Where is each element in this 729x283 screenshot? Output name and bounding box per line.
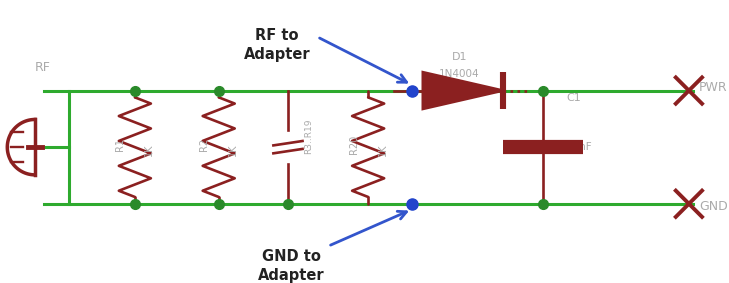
Text: GND: GND <box>699 200 728 213</box>
Text: 1K: 1K <box>144 144 155 156</box>
Text: PWR: PWR <box>699 81 728 94</box>
Text: R2: R2 <box>199 138 209 151</box>
Text: 1K: 1K <box>228 144 238 156</box>
Text: R20: R20 <box>348 135 359 154</box>
Polygon shape <box>423 72 503 109</box>
Text: C1: C1 <box>566 93 581 103</box>
Text: RF: RF <box>34 61 50 74</box>
Text: D1: D1 <box>451 52 467 62</box>
Text: 1N4004: 1N4004 <box>439 69 480 79</box>
Text: RF to
Adapter: RF to Adapter <box>243 28 311 62</box>
Text: GND to
Adapter: GND to Adapter <box>258 249 325 283</box>
Text: 1K: 1K <box>378 144 388 156</box>
Text: R3..R19: R3..R19 <box>304 118 313 154</box>
Text: R1: R1 <box>115 138 125 151</box>
Text: 10nF: 10nF <box>566 142 592 151</box>
